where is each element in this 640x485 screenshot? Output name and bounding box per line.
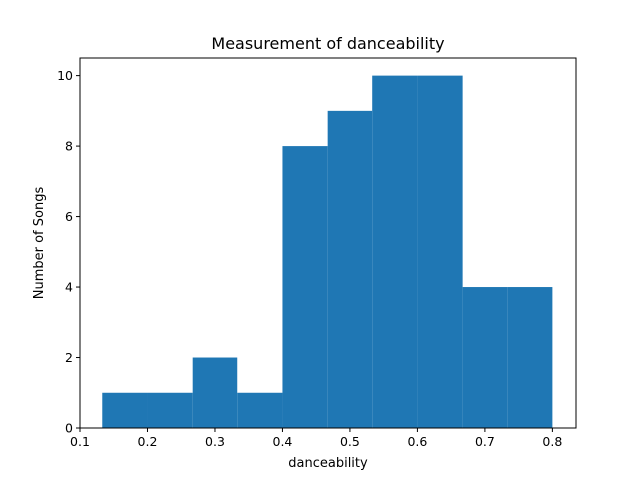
- x-tick-label: 0.6: [407, 434, 427, 449]
- y-axis-label: Number of Songs: [32, 187, 47, 300]
- x-tick-label: 0.5: [340, 434, 360, 449]
- histogram-bar: [462, 287, 508, 428]
- x-axis-label: danceability: [288, 456, 368, 471]
- x-tick-label: 0.2: [138, 434, 158, 449]
- y-axis-ticks: 0 2 4 6 8 10: [57, 68, 80, 436]
- histogram-bar: [102, 392, 148, 428]
- y-tick-label: 4: [65, 280, 73, 295]
- plot-frame: [79, 57, 577, 429]
- histogram-bar: [147, 392, 193, 428]
- bars-group: [102, 75, 553, 428]
- x-tick-label: 0.4: [273, 434, 293, 449]
- y-tick-label: 2: [65, 350, 73, 365]
- x-tick-label: 0.7: [475, 434, 495, 449]
- histogram-bar: [372, 75, 418, 428]
- y-tick-label: 10: [57, 68, 73, 83]
- histogram-bar: [237, 392, 283, 428]
- y-tick-label: 0: [65, 421, 73, 436]
- histogram-bar: [192, 357, 238, 428]
- histogram-bar: [327, 110, 373, 428]
- histogram-bar: [507, 287, 553, 428]
- x-tick-label: 0.8: [542, 434, 562, 449]
- x-axis-ticks: 0.1 0.2 0.3 0.4 0.5 0.6 0.7 0.8: [70, 428, 562, 449]
- x-tick-label: 0.3: [205, 434, 225, 449]
- histogram-bar: [282, 146, 328, 428]
- histogram-bar: [417, 75, 463, 428]
- x-tick-label: 0.1: [70, 434, 90, 449]
- chart-title: Measurement of danceability: [211, 34, 444, 53]
- y-tick-label: 6: [65, 209, 73, 224]
- y-tick-label: 8: [65, 139, 73, 154]
